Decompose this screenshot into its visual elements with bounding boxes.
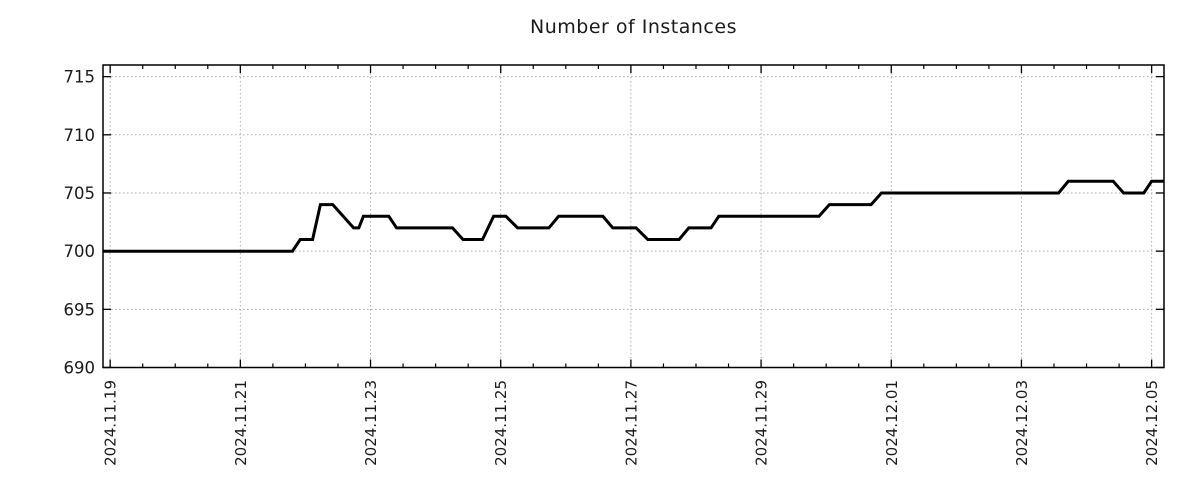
x-tick-label: 2024.11.19 bbox=[102, 380, 120, 466]
plot-border bbox=[102, 64, 1165, 369]
x-tick-label: 2024.12.01 bbox=[883, 380, 901, 466]
y-tick-label: 700 bbox=[64, 242, 96, 261]
x-tick-label: 2024.11.23 bbox=[362, 380, 380, 466]
series-line-instances bbox=[103, 179, 1164, 253]
y-tick-label: 715 bbox=[64, 68, 96, 87]
chart-title: Number of Instances bbox=[530, 16, 737, 38]
x-tick-label: 2024.11.21 bbox=[232, 380, 250, 466]
x-tick-label: 2024.11.29 bbox=[753, 380, 771, 466]
y-tick-label: 695 bbox=[64, 300, 96, 319]
y-tick-label: 705 bbox=[64, 184, 96, 203]
x-tick-label: 2024.12.05 bbox=[1143, 380, 1161, 466]
y-tick-label: 690 bbox=[64, 359, 96, 378]
x-tick-label: 2024.12.03 bbox=[1013, 380, 1031, 466]
x-tick-label: 2024.11.27 bbox=[622, 380, 640, 466]
y-tick-label: 710 bbox=[64, 126, 96, 145]
x-tick-label: 2024.11.25 bbox=[492, 380, 510, 466]
